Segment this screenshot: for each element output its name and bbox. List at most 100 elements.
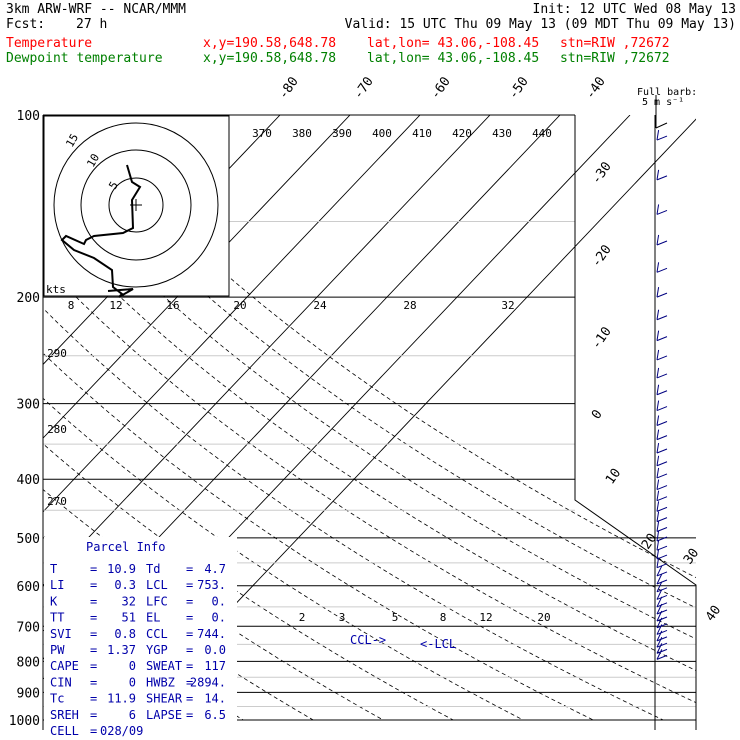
- diagram-outline: [574, 115, 697, 730]
- wind-barb: [656, 330, 660, 341]
- wind-barb-flag: [656, 267, 668, 273]
- hodograph-speed-label: 24: [313, 299, 327, 312]
- temperature-tick-label: 30: [681, 546, 702, 567]
- parcel-value: 4.7: [204, 562, 226, 576]
- wind-barb-flag: [656, 563, 668, 569]
- ccl-marker: CCL->: [350, 633, 386, 647]
- wind-barb: [656, 467, 660, 479]
- parcel-value: 753.: [197, 578, 226, 592]
- wind-barb: [656, 204, 660, 215]
- hodograph-ring: [80, 149, 192, 261]
- wind-barb-flag: [656, 315, 668, 321]
- sounding-series: <-LCL CCL->: [350, 633, 456, 651]
- hodograph-speed-label: 32: [501, 299, 514, 312]
- parcel-value: 6.5: [204, 708, 226, 722]
- wind-barb: [656, 596, 663, 608]
- wind-barbs: Full barb:5 m s⁻¹: [637, 87, 697, 660]
- parcel-value: 1.37: [107, 643, 136, 657]
- parcel-label: CAPE: [50, 659, 79, 673]
- mixing-ratio-label: 20: [537, 611, 550, 624]
- wind-barb-flag: [656, 636, 668, 642]
- wind-barb-flag: [656, 461, 668, 467]
- parcel-value: 10.9: [107, 562, 136, 576]
- temperature-tick-label: 40: [703, 603, 724, 624]
- temperature-tick-label: -30: [589, 159, 615, 187]
- parcel-equals: =: [90, 643, 97, 657]
- wind-barb-flag: [656, 616, 668, 622]
- parcel-equals: =: [90, 611, 97, 625]
- wind-barb: [656, 400, 660, 411]
- wind-barb: [656, 234, 660, 246]
- wind-barb: [656, 511, 660, 522]
- parcel-label: LAPSE: [146, 708, 182, 722]
- parcel-equals: =: [90, 708, 97, 722]
- theta-label: 390: [332, 127, 352, 140]
- wind-barb-flag: [656, 448, 668, 454]
- wind-barb: [656, 581, 663, 593]
- parcel-equals: =: [186, 659, 193, 673]
- theta-label: 270: [47, 495, 67, 508]
- hodograph-ring-label: 15: [63, 132, 81, 150]
- parcel-equals: =: [90, 659, 97, 673]
- wind-barb: [656, 630, 663, 642]
- parcel-label: Td: [146, 562, 160, 576]
- theta-label: 420: [452, 127, 472, 140]
- parcel-value: 0.: [212, 594, 226, 608]
- wind-barb: [656, 287, 660, 298]
- wind-barb-flag: [656, 642, 668, 648]
- parcel-info-title: Parcel Info: [86, 540, 165, 554]
- pressure-tick-label: 800: [17, 655, 40, 670]
- mixing-ratio-label: 3: [339, 611, 346, 624]
- parcel-label: CIN: [50, 675, 72, 689]
- wind-barb-flag: [656, 421, 668, 426]
- parcel-equals: =: [90, 675, 97, 689]
- wind-barb-flag: [656, 527, 668, 532]
- wind-barb: [656, 573, 663, 585]
- dewpoint-latlon: lat,lon= 43.06,-108.45: [367, 51, 540, 66]
- mixing-ratio-label: 5: [392, 611, 399, 624]
- temperature-tick-label: -20: [589, 242, 615, 270]
- parcel-equals: =: [90, 562, 97, 576]
- temperature-tick-label: -80: [276, 74, 302, 102]
- parcel-info-box: Parcel Info T = 10.9 Td = 4.7 LI = 0.3 LCL = 753. K =…: [44, 537, 237, 738]
- hodograph-speed-label: 20: [233, 299, 246, 312]
- wind-barb: [656, 557, 660, 568]
- parcel-value: 51: [122, 611, 136, 625]
- parcel-label: SVI: [50, 627, 72, 641]
- wind-barb: [656, 603, 663, 615]
- pressure-tick-label: 200: [17, 291, 40, 306]
- parcel-cell-label: CELL: [50, 724, 79, 738]
- wind-barb: [656, 442, 660, 454]
- wind-barb: [656, 540, 660, 551]
- wind-barb-flag: [656, 406, 668, 412]
- forecast-label: Fcst:: [6, 17, 46, 32]
- theta-label: 400: [372, 127, 392, 140]
- pressure-tick-label: 500: [17, 532, 40, 547]
- wind-barb-flag: [656, 648, 668, 654]
- wind-barb: [656, 490, 660, 501]
- dewpoint-legend: Dewpoint temperature: [6, 51, 163, 66]
- parcel-value: 14.: [204, 692, 226, 706]
- parcel-equals: =: [186, 611, 193, 625]
- lcl-marker: <-LCL: [420, 637, 456, 651]
- wind-barb-flag: [656, 609, 668, 615]
- parcel-equals: =: [90, 578, 97, 592]
- wind-barb-flag: [656, 506, 668, 512]
- pressure-tick-label: 400: [17, 473, 40, 488]
- wind-barb-flag: [656, 390, 668, 396]
- wind-barb-flag: [656, 623, 668, 629]
- wind-barb-flag: [656, 175, 668, 181]
- parcel-value: 0.: [212, 611, 226, 625]
- pressure-tick-label: 1000: [9, 714, 40, 729]
- pressure-tick-label: 600: [17, 580, 40, 595]
- temperature-legend: Temperature: [6, 36, 93, 51]
- parcel-value: 0.8: [114, 627, 136, 641]
- parcel-label: HWBZ: [146, 675, 175, 689]
- wind-barb: [656, 309, 660, 320]
- parcel-equals: =: [90, 692, 97, 706]
- parcel-equals: =: [186, 643, 193, 657]
- hodograph-ring: [53, 122, 219, 288]
- wind-barb: [656, 589, 663, 600]
- wind-barb: [656, 384, 660, 395]
- parcel-label: TT: [50, 611, 64, 625]
